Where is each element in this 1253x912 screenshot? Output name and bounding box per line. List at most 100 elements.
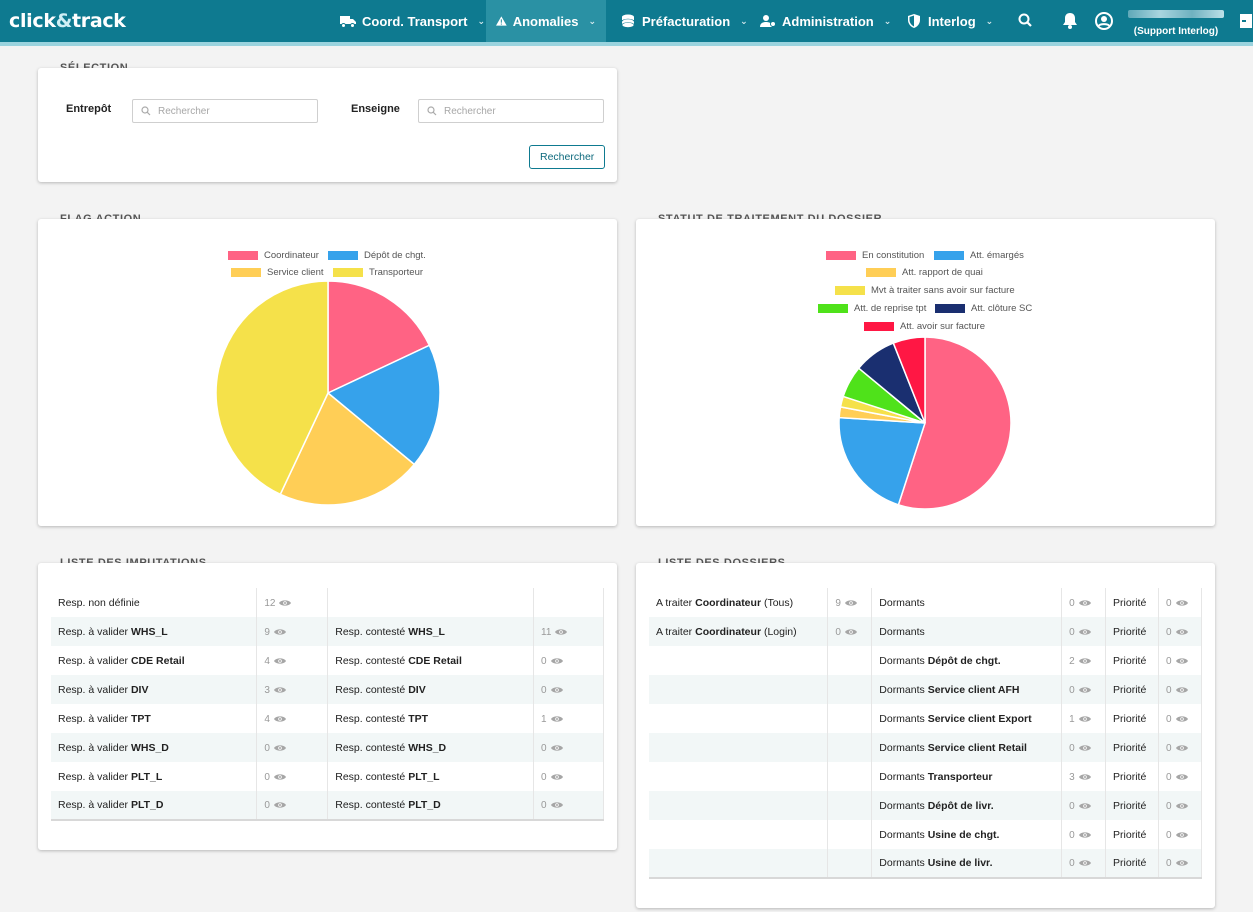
pie-slice-d-p-t-de-chgt-[interactable] — [326, 344, 441, 466]
eye-icon[interactable] — [273, 801, 286, 809]
pie-slice-att-marg-s[interactable] — [838, 416, 927, 506]
eye-icon[interactable] — [1078, 744, 1091, 752]
priorite-count[interactable]: 0 — [1158, 762, 1202, 791]
contest-count[interactable]: 0 — [533, 733, 604, 762]
nav-item-administration[interactable]: Administration ⌄ — [750, 0, 901, 42]
eye-icon[interactable] — [1078, 628, 1091, 636]
pie-slice-en-constitution[interactable] — [897, 337, 1012, 510]
dormants-count[interactable]: 0 — [1061, 588, 1107, 617]
dormants-count[interactable]: 0 — [1061, 617, 1107, 646]
imputation-count[interactable]: 0 — [256, 762, 329, 791]
eye-icon[interactable] — [273, 773, 286, 781]
eye-icon[interactable] — [1175, 831, 1188, 839]
priorite-count[interactable]: 0 — [1158, 820, 1202, 849]
eye-icon[interactable] — [1078, 773, 1091, 781]
eye-icon[interactable] — [273, 657, 286, 665]
eye-icon[interactable] — [273, 628, 286, 636]
contest-count[interactable]: 1 — [533, 704, 604, 733]
eye-icon[interactable] — [1175, 773, 1188, 781]
eye-icon[interactable] — [1175, 715, 1188, 723]
eye-icon[interactable] — [1175, 599, 1188, 607]
rechercher-button[interactable]: Rechercher — [529, 145, 606, 169]
legend-item[interactable]: Att. rapport de quai — [866, 267, 983, 278]
eye-icon[interactable] — [1078, 715, 1091, 723]
eye-icon[interactable] — [1078, 599, 1091, 607]
dormants-count[interactable]: 0 — [1061, 733, 1107, 762]
a-traiter-count[interactable]: 9 — [827, 588, 873, 617]
eye-icon[interactable] — [1175, 686, 1188, 694]
eye-icon[interactable] — [279, 599, 292, 607]
priorite-count[interactable]: 0 — [1158, 588, 1202, 617]
eye-icon[interactable] — [550, 801, 563, 809]
contest-count[interactable]: 0 — [533, 646, 604, 675]
pie-slice-att-avoir-sur-facture[interactable] — [892, 337, 926, 424]
imputation-count[interactable]: 4 — [256, 646, 329, 675]
eye-icon[interactable] — [1175, 802, 1188, 810]
enseigne-search-input[interactable] — [444, 105, 594, 117]
eye-icon[interactable] — [550, 715, 563, 723]
legend-item[interactable]: Coordinateur — [228, 250, 319, 261]
enseigne-search[interactable] — [418, 99, 604, 123]
eye-icon[interactable] — [1078, 657, 1091, 665]
entrepot-search-input[interactable] — [158, 105, 308, 117]
legend-item[interactable]: Mvt à traiter sans avoir sur facture — [835, 285, 1015, 296]
contest-count[interactable]: 11 — [533, 617, 604, 646]
eye-icon[interactable] — [1175, 628, 1188, 636]
imputation-count[interactable]: 0 — [256, 791, 329, 820]
legend-item[interactable]: Dépôt de chgt. — [328, 250, 426, 261]
dormants-count[interactable]: 0 — [1061, 820, 1107, 849]
eye-icon[interactable] — [1078, 686, 1091, 694]
contest-count[interactable]: 0 — [533, 762, 604, 791]
eye-icon[interactable] — [1078, 802, 1091, 810]
legend-item[interactable]: En constitution — [826, 250, 924, 261]
dormants-count[interactable]: 2 — [1061, 646, 1107, 675]
eye-icon[interactable] — [1175, 744, 1188, 752]
legend-item[interactable]: Att. avoir sur facture — [864, 321, 985, 332]
eye-icon[interactable] — [1175, 657, 1188, 665]
dormants-count[interactable]: 1 — [1061, 704, 1107, 733]
dormants-count[interactable]: 0 — [1061, 849, 1107, 878]
dormants-count[interactable]: 0 — [1061, 675, 1107, 704]
legend-item[interactable]: Transporteur — [333, 267, 423, 278]
pie-slice-service-client[interactable] — [279, 391, 416, 506]
legend-item[interactable]: Service client — [231, 267, 324, 278]
nav-item-coord-transport[interactable]: Coord. Transport ⌄ — [330, 0, 495, 42]
contest-count[interactable]: 0 — [533, 675, 604, 704]
priorite-count[interactable]: 0 — [1158, 617, 1202, 646]
contest-count[interactable]: 0 — [533, 791, 604, 820]
eye-icon[interactable] — [844, 628, 857, 636]
eye-icon[interactable] — [1175, 859, 1188, 867]
pie-slice-transporteur[interactable] — [215, 281, 329, 496]
search-icon[interactable] — [1016, 11, 1036, 31]
priorite-count[interactable]: 0 — [1158, 849, 1202, 878]
eye-icon[interactable] — [550, 744, 563, 752]
eye-icon[interactable] — [1078, 831, 1091, 839]
imputation-count[interactable]: 3 — [256, 675, 329, 704]
user-menu[interactable]: (Support Interlog) — [1128, 8, 1224, 37]
bell-icon[interactable] — [1060, 11, 1080, 31]
legend-item[interactable]: Att. clôture SC — [935, 303, 1032, 314]
dormants-count[interactable]: 0 — [1061, 791, 1107, 820]
priorite-count[interactable]: 0 — [1158, 791, 1202, 820]
eye-icon[interactable] — [550, 657, 563, 665]
brand-logo[interactable]: click&track — [9, 10, 126, 32]
eye-icon[interactable] — [1078, 859, 1091, 867]
eye-icon[interactable] — [273, 686, 286, 694]
logout-icon[interactable] — [1238, 11, 1253, 31]
a-traiter-count[interactable]: 0 — [827, 617, 873, 646]
eye-icon[interactable] — [550, 686, 563, 694]
priorite-count[interactable]: 0 — [1158, 704, 1202, 733]
eye-icon[interactable] — [555, 628, 568, 636]
dormants-count[interactable]: 3 — [1061, 762, 1107, 791]
eye-icon[interactable] — [550, 773, 563, 781]
entrepot-search[interactable] — [132, 99, 318, 123]
imputation-count[interactable]: 9 — [256, 617, 329, 646]
priorite-count[interactable]: 0 — [1158, 646, 1202, 675]
imputation-count[interactable]: 4 — [256, 704, 329, 733]
eye-icon[interactable] — [273, 744, 286, 752]
eye-icon[interactable] — [273, 715, 286, 723]
eye-icon[interactable] — [844, 599, 857, 607]
nav-item-anomalies[interactable]: Anomalies ⌄ — [486, 0, 606, 42]
nav-item-interlog[interactable]: Interlog ⌄ — [896, 0, 1003, 42]
pie-slice-coordinateur[interactable] — [327, 281, 431, 395]
